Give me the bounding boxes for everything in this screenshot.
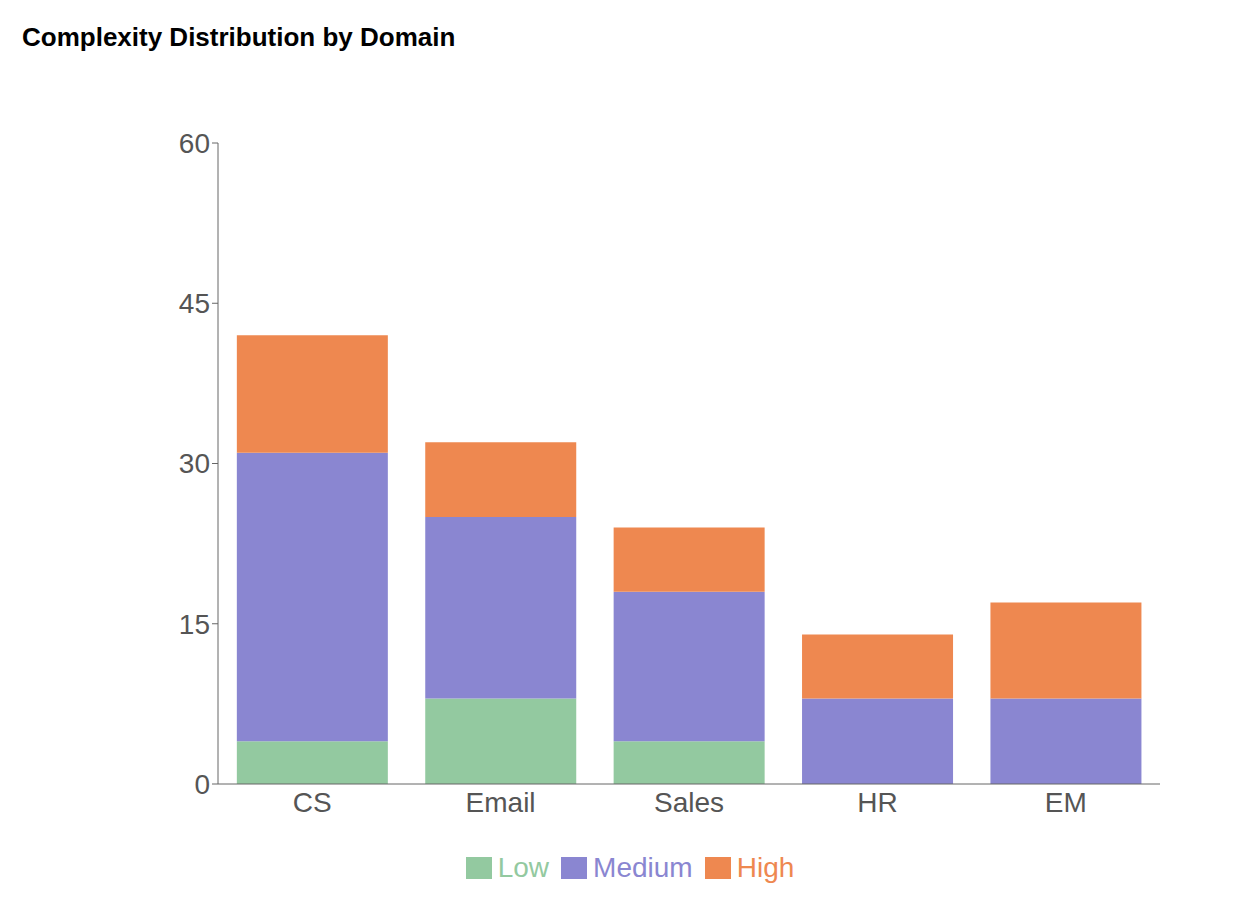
svg-text:0: 0	[194, 769, 210, 800]
svg-text:60: 60	[179, 128, 210, 159]
html-text:Medium: Medium	[593, 852, 693, 883]
svg-text:Email: Email	[466, 787, 536, 818]
html-text:Complexity Distribution by Dom: Complexity Distribution by Domain	[22, 22, 456, 52]
svg-text:EM: EM	[1045, 787, 1087, 818]
html-text:Low: Low	[497, 852, 550, 883]
html-text:High: High	[736, 852, 795, 883]
svg-text:45: 45	[179, 288, 210, 319]
svg-text:Sales: Sales	[654, 787, 724, 818]
svg-text:CS: CS	[293, 787, 332, 818]
svg-text:HR: HR	[857, 787, 897, 818]
svg-text:15: 15	[179, 609, 210, 640]
svg-text:30: 30	[179, 448, 210, 479]
